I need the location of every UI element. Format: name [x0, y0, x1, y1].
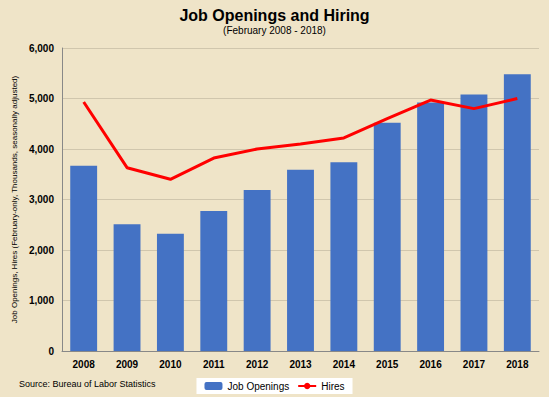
svg-text:3,000: 3,000 [29, 194, 54, 205]
svg-text:2015: 2015 [376, 359, 399, 370]
svg-text:2010: 2010 [159, 359, 182, 370]
svg-text:1,000: 1,000 [29, 295, 54, 306]
svg-text:2017: 2017 [463, 359, 486, 370]
svg-text:Job Openings and Hiring: Job Openings and Hiring [179, 7, 369, 24]
svg-text:2011: 2011 [203, 359, 225, 370]
svg-text:2018: 2018 [506, 359, 529, 370]
svg-text:(February 2008 - 2018): (February 2008 - 2018) [223, 25, 326, 36]
svg-text:2012: 2012 [246, 359, 269, 370]
svg-text:2009: 2009 [116, 359, 139, 370]
svg-text:2016: 2016 [419, 359, 442, 370]
svg-text:2,000: 2,000 [29, 245, 54, 256]
svg-text:6,000: 6,000 [29, 43, 54, 54]
svg-text:Source: Bureau of Labor Statis: Source: Bureau of Labor Statistics [19, 379, 156, 389]
svg-text:2008: 2008 [73, 359, 96, 370]
svg-text:Job Openings: Job Openings [227, 381, 289, 392]
svg-text:5,000: 5,000 [29, 93, 54, 104]
svg-text:2013: 2013 [289, 359, 312, 370]
svg-text:4,000: 4,000 [29, 144, 54, 155]
svg-text:2014: 2014 [333, 359, 356, 370]
svg-text:0: 0 [48, 346, 54, 357]
svg-text:Job Openings, Hires (February-: Job Openings, Hires (February-only, Thou… [10, 75, 19, 323]
svg-text:Hires: Hires [321, 381, 344, 392]
